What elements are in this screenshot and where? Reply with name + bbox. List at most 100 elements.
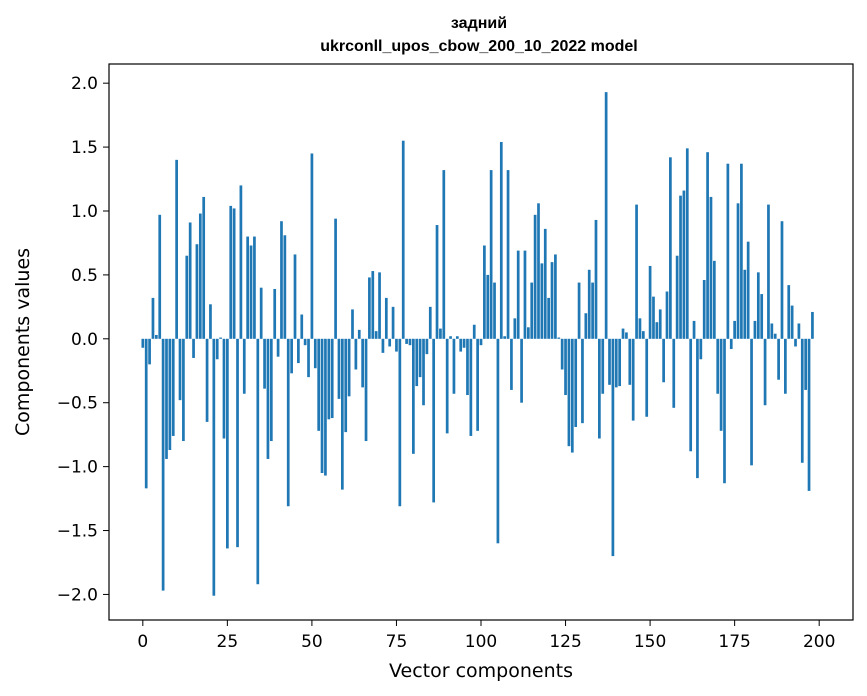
bar bbox=[209, 304, 212, 339]
bar bbox=[432, 338, 436, 503]
y-axis-label: Components values bbox=[12, 248, 34, 436]
y-tick-label: 2.0 bbox=[71, 74, 98, 94]
bar bbox=[293, 254, 297, 339]
bar bbox=[320, 338, 324, 474]
x-tick-label: 150 bbox=[634, 632, 666, 652]
bar bbox=[198, 213, 202, 339]
bar bbox=[740, 163, 743, 339]
bar bbox=[185, 255, 189, 339]
bar bbox=[469, 338, 473, 436]
bar bbox=[777, 338, 780, 380]
x-tick-label: 0 bbox=[137, 632, 148, 652]
bar bbox=[154, 334, 158, 339]
bar bbox=[263, 338, 266, 389]
bar bbox=[756, 272, 760, 339]
bar bbox=[202, 196, 206, 339]
bar bbox=[391, 306, 395, 339]
bar bbox=[800, 338, 804, 463]
bar bbox=[753, 320, 757, 339]
bar bbox=[479, 338, 483, 346]
bar bbox=[804, 338, 808, 390]
bar bbox=[584, 313, 588, 339]
x-axis-label: Vector components bbox=[389, 660, 573, 682]
bar bbox=[746, 241, 750, 339]
bar bbox=[354, 338, 358, 370]
bar bbox=[631, 338, 635, 421]
bar bbox=[601, 338, 605, 394]
bar bbox=[598, 338, 601, 439]
bar bbox=[192, 338, 195, 358]
bar bbox=[767, 204, 770, 339]
bar bbox=[195, 244, 199, 339]
bar bbox=[405, 338, 408, 344]
bar-series bbox=[141, 92, 814, 596]
bar bbox=[526, 327, 530, 339]
bar bbox=[784, 338, 787, 394]
bar bbox=[303, 338, 307, 346]
bar bbox=[665, 291, 669, 339]
bar bbox=[594, 219, 598, 339]
bar bbox=[222, 338, 226, 439]
bar bbox=[165, 338, 168, 459]
x-tick-label: 100 bbox=[465, 632, 497, 652]
bar bbox=[750, 338, 753, 466]
bar bbox=[435, 225, 439, 339]
bar bbox=[347, 338, 351, 397]
bar bbox=[645, 338, 649, 417]
bar bbox=[182, 338, 185, 442]
bar bbox=[418, 338, 422, 378]
bar bbox=[655, 322, 659, 339]
bar bbox=[459, 338, 463, 352]
bar bbox=[679, 195, 682, 339]
bar bbox=[283, 235, 287, 339]
y-axis-ticks: −2.0 −1.5 −1.0 −0.5 0.0 0.5 1.0 1.5 2.0 bbox=[57, 74, 109, 605]
bar bbox=[368, 277, 371, 339]
bar bbox=[682, 190, 686, 339]
bar bbox=[719, 338, 723, 431]
bar bbox=[425, 338, 429, 355]
bar bbox=[611, 338, 615, 557]
bar bbox=[371, 271, 375, 339]
bar bbox=[669, 157, 672, 339]
bar bbox=[770, 323, 774, 339]
bar bbox=[442, 170, 446, 339]
bar bbox=[587, 269, 591, 339]
bar bbox=[604, 92, 608, 339]
bar bbox=[297, 338, 300, 364]
bar bbox=[151, 297, 155, 339]
bar bbox=[168, 338, 172, 450]
bar bbox=[499, 141, 503, 339]
bar bbox=[378, 272, 381, 339]
bar bbox=[723, 338, 726, 484]
bar bbox=[256, 338, 260, 585]
bar bbox=[246, 236, 250, 339]
bar bbox=[743, 269, 747, 339]
bar bbox=[226, 338, 229, 549]
bar bbox=[530, 282, 534, 339]
bar bbox=[486, 274, 490, 339]
bar bbox=[266, 338, 270, 459]
bar bbox=[205, 338, 209, 422]
y-tick-label: 1.5 bbox=[71, 138, 98, 158]
bar bbox=[144, 338, 148, 489]
bar bbox=[533, 214, 537, 339]
bar bbox=[811, 311, 814, 339]
bar bbox=[219, 337, 222, 339]
bar bbox=[581, 338, 584, 424]
bar bbox=[452, 338, 456, 394]
bar bbox=[699, 338, 703, 360]
bar bbox=[662, 338, 665, 383]
chart-title: задний bbox=[451, 15, 507, 32]
bar bbox=[188, 222, 192, 339]
bar bbox=[537, 203, 540, 339]
bar bbox=[476, 338, 479, 431]
y-tick-label: 0.0 bbox=[71, 330, 98, 350]
bar bbox=[625, 332, 628, 339]
bar bbox=[337, 338, 341, 399]
bar bbox=[171, 338, 175, 436]
bar bbox=[635, 204, 638, 339]
bar bbox=[543, 228, 547, 339]
bar bbox=[638, 318, 642, 339]
bar bbox=[523, 250, 527, 339]
bar bbox=[760, 294, 764, 339]
